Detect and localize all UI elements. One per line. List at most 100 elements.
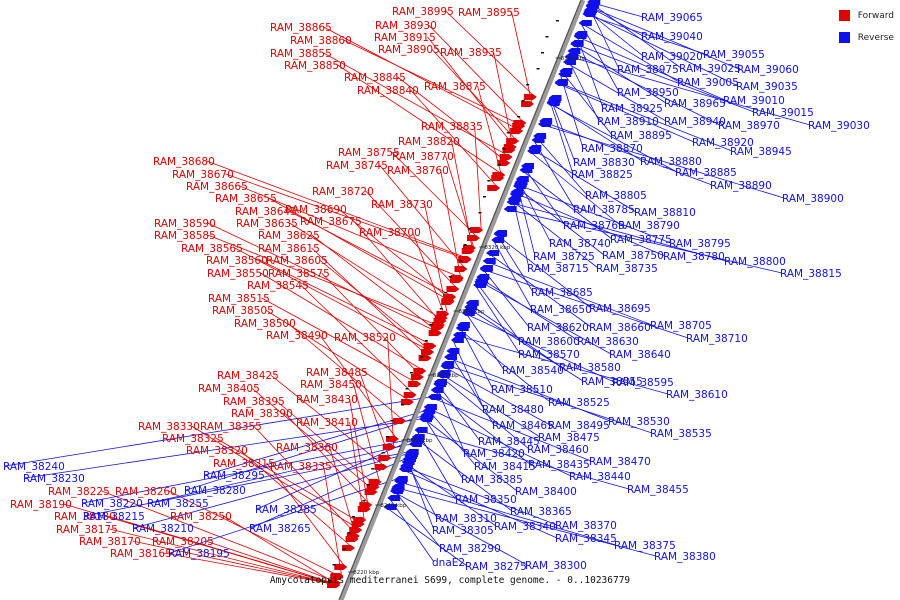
leader-line (511, 11, 533, 105)
gene-boundary-mark (468, 228, 472, 230)
gene-label-ram-38895: RAM_38895 (610, 130, 672, 142)
forward-gene-glyph (378, 455, 392, 461)
gene-label-ram-38300: RAM_38300 (525, 560, 587, 572)
gene-label-ram-38835: RAM_38835 (421, 121, 483, 133)
forward-gene-glyph (385, 436, 399, 442)
leader-line (445, 155, 475, 249)
leader-line (260, 272, 425, 372)
label-leader-lines (4, 1, 811, 586)
reverse-gene-glyph (430, 387, 444, 393)
forward-gene-glyph (393, 418, 407, 424)
genome-caption: Amycolatopsis mediterranei S699, complet… (269, 575, 631, 586)
gene-label-ram-38785: RAM_38785 (573, 204, 635, 216)
gene-label-ram-38535: RAM_38535 (650, 428, 712, 440)
leader-line (268, 197, 453, 303)
leader-line (492, 239, 533, 310)
forward-gene-glyph (408, 381, 422, 387)
gene-boundary-mark (541, 52, 545, 54)
leader-line (207, 234, 443, 328)
forward-gene-glyph (403, 392, 417, 398)
gene-label-ram-38575: RAM_38575 (268, 268, 330, 280)
gene-label-ram-38295: RAM_38295 (203, 470, 265, 482)
gene-label-ram-38230: RAM_38230 (23, 473, 85, 485)
gene-label-ram-38505: RAM_38505 (212, 305, 274, 317)
reverse-gene-glyph (558, 71, 572, 77)
leader-line (534, 135, 588, 196)
reverse-gene-glyph (519, 167, 533, 173)
gene-label-ram-38260: RAM_38260 (115, 486, 177, 498)
gene-label-ram-38320: RAM_38320 (186, 445, 248, 457)
gene-label-ram-38540: RAM_38540 (502, 365, 564, 377)
gene-label-ram-38830: RAM_38830 (573, 157, 635, 169)
reverse-gene-glyph (455, 325, 469, 331)
gene-label-ram-38315: RAM_38315 (213, 458, 275, 470)
forward-gene-glyph (410, 374, 424, 380)
gene-label-ram-38800: RAM_38800 (724, 256, 786, 268)
forward-gene-glyph (423, 343, 437, 349)
leader-line (572, 43, 667, 104)
gene-label-ram-38550: RAM_38550 (207, 268, 269, 280)
gene-label-ram-38710: RAM_38710 (686, 333, 748, 345)
gene-label-ram-38805: RAM_38805 (585, 190, 647, 202)
gene-label-ram-38375: RAM_38375 (614, 540, 676, 552)
reverse-gene-glyph (464, 304, 478, 310)
gene-label-ram-38420: RAM_38420 (463, 448, 525, 460)
gene-label-ram-38670: RAM_38670 (172, 169, 234, 181)
leader-line (567, 55, 811, 126)
gene-label-ram-38745: RAM_38745 (326, 160, 388, 172)
gene-label-ram-39015: RAM_39015 (752, 107, 814, 119)
gene-label-ram-38840: RAM_38840 (357, 85, 419, 97)
gene-boundary-mark (332, 564, 336, 566)
legend-forward: Forward (838, 8, 894, 23)
leader-line (515, 183, 672, 244)
leader-line (584, 13, 706, 55)
leader-line (467, 302, 562, 368)
gene-label-ram-38660: RAM_38660 (589, 322, 651, 334)
leader-line (416, 429, 630, 490)
forward-gene-glyph (434, 315, 448, 321)
gene-label-ram-38750: RAM_38750 (602, 250, 664, 262)
gene-label-ram-38195: RAM_38195 (168, 548, 230, 560)
leader-line (132, 540, 339, 586)
gene-label-ram-38405: RAM_38405 (198, 383, 260, 395)
gene-label-ram-38345: RAM_38345 (555, 533, 617, 545)
gene-boundary-mark (381, 452, 385, 454)
reverse-gene-glyph (441, 361, 455, 367)
gene-label-ram-38855: RAM_38855 (270, 48, 332, 60)
gene-label-ram-38165: RAM_38165 (110, 548, 172, 560)
gene-label-ram-38545: RAM_38545 (247, 280, 309, 292)
forward-gene-glyph (345, 536, 359, 542)
gene-label-ram-38525: RAM_38525 (548, 397, 610, 409)
reverse-gene-glyph (554, 79, 568, 85)
leader-line (432, 389, 531, 465)
forward-gene-glyph (418, 355, 432, 361)
gene-boundary-mark (439, 308, 443, 310)
gene-label-ram-38945: RAM_38945 (730, 146, 792, 158)
leader-line (256, 439, 413, 510)
gene-label-ram-38175: RAM_38175 (56, 524, 118, 536)
gene-boundary-mark (409, 372, 413, 374)
leader-line (4, 396, 430, 467)
reverse-gene-glyph (433, 381, 447, 387)
gene-label-ram-38220: RAM_38220 (81, 498, 143, 510)
forward-gene-glyph (366, 484, 380, 490)
gene-label-ram-38620: RAM_38620 (527, 322, 589, 334)
reverse-gene-glyph (479, 266, 493, 272)
reverse-gene-glyph (387, 495, 401, 501)
gene-boundary-mark (497, 164, 501, 166)
leader-line (321, 272, 423, 378)
gene-label-ram-38795: RAM_38795 (669, 238, 731, 250)
gene-label-ram-39005: RAM_39005 (677, 77, 739, 89)
leader-line (270, 374, 386, 468)
gene-label-ram-38965: RAM_38965 (664, 98, 726, 110)
leader-line (311, 234, 440, 334)
forward-gene-glyph (510, 128, 524, 134)
gene-label-ram-38490: RAM_38490 (266, 330, 328, 342)
gene-label-ram-38415: RAM_38415 (474, 461, 536, 473)
gene-label-ram-38850: RAM_38850 (284, 60, 346, 72)
reverse-gene-glyph (404, 453, 418, 459)
leader-line (250, 458, 406, 529)
gene-label-ram-38365: RAM_38365 (510, 506, 572, 518)
gene-label-ram-38865: RAM_38865 (270, 22, 332, 34)
gene-label-ram-38380: RAM_38380 (654, 551, 716, 563)
